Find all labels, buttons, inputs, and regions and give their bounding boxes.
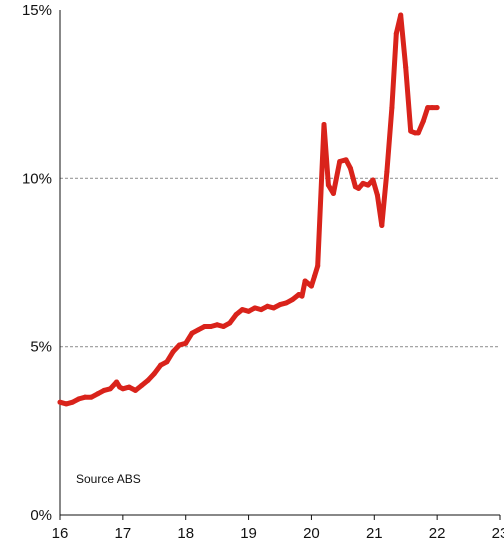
data-point [145, 377, 151, 383]
x-tick-label: 20 [303, 525, 320, 542]
data-point [57, 399, 63, 405]
x-tick-label: 23 [492, 525, 504, 542]
y-tick-label: 15% [22, 2, 52, 19]
data-point [379, 222, 385, 228]
data-point [164, 359, 170, 365]
data-point [132, 387, 138, 393]
x-tick-label: 18 [177, 525, 194, 542]
data-point [114, 379, 120, 385]
data-point [239, 307, 245, 313]
data-point [370, 177, 376, 183]
data-point [76, 396, 82, 402]
y-tick-label: 10% [22, 170, 52, 187]
y-tick-labels: 15% 10% 5% 0% [22, 2, 52, 524]
data-point [151, 371, 157, 377]
x-tick-label: 21 [366, 525, 383, 542]
data-point [384, 169, 390, 175]
data-point [330, 190, 336, 196]
data-point [325, 182, 331, 188]
data-point [302, 278, 308, 284]
data-point [337, 159, 343, 164]
data-point [82, 394, 88, 400]
data-point [271, 305, 277, 311]
data-point [312, 273, 318, 279]
data-point [315, 263, 321, 269]
data-point [343, 157, 349, 163]
x-ticks [59, 515, 501, 520]
data-point [434, 105, 440, 111]
x-tick-label: 16 [52, 525, 69, 542]
data-point [374, 192, 380, 198]
data-point [415, 130, 421, 136]
data-point [356, 185, 362, 191]
data-point [283, 300, 289, 306]
x-tick-label: 17 [115, 525, 132, 542]
data-point [214, 322, 220, 328]
data-point [408, 128, 414, 134]
data-point [299, 293, 305, 299]
data-point [258, 307, 264, 313]
series-line [57, 12, 440, 407]
y-tick-label: 5% [30, 339, 52, 356]
data-point [158, 362, 164, 368]
x-tick-labels: 16 17 18 19 20 21 22 23 [52, 525, 504, 542]
gridlines [60, 177, 500, 348]
data-point [347, 165, 353, 171]
data-point [189, 330, 195, 336]
data-point [389, 105, 395, 111]
data-point [139, 382, 145, 388]
x-tick-label: 22 [429, 525, 446, 542]
data-point [420, 118, 426, 124]
data-point [170, 349, 176, 355]
data-point [208, 323, 214, 329]
data-point [227, 320, 233, 326]
data-point [195, 327, 201, 333]
data-point [95, 391, 101, 397]
data-point [126, 384, 132, 390]
data-point [425, 105, 431, 111]
data-point [233, 312, 239, 318]
data-point [120, 386, 126, 392]
data-point [308, 283, 314, 289]
data-point [63, 401, 69, 407]
data-point [360, 180, 366, 186]
data-point [429, 105, 435, 111]
data-point [393, 31, 399, 37]
data-point [220, 323, 226, 329]
data-point [70, 399, 76, 405]
data-point [252, 305, 258, 311]
data-point [107, 386, 113, 392]
data-point [365, 182, 371, 188]
series-points [57, 12, 440, 407]
data-point [101, 387, 107, 393]
data-point [290, 297, 296, 303]
source-annotation: Source ABS [76, 472, 141, 486]
y-tick-label: 0% [30, 507, 52, 524]
data-point [277, 302, 283, 308]
data-point [176, 342, 182, 348]
x-tick-label: 19 [240, 525, 257, 542]
data-point [264, 303, 270, 309]
data-point [403, 64, 409, 70]
data-point [321, 121, 327, 127]
data-point [246, 308, 252, 314]
data-point [398, 12, 404, 18]
data-point [202, 323, 208, 329]
data-point [88, 394, 94, 400]
data-point [183, 340, 189, 346]
